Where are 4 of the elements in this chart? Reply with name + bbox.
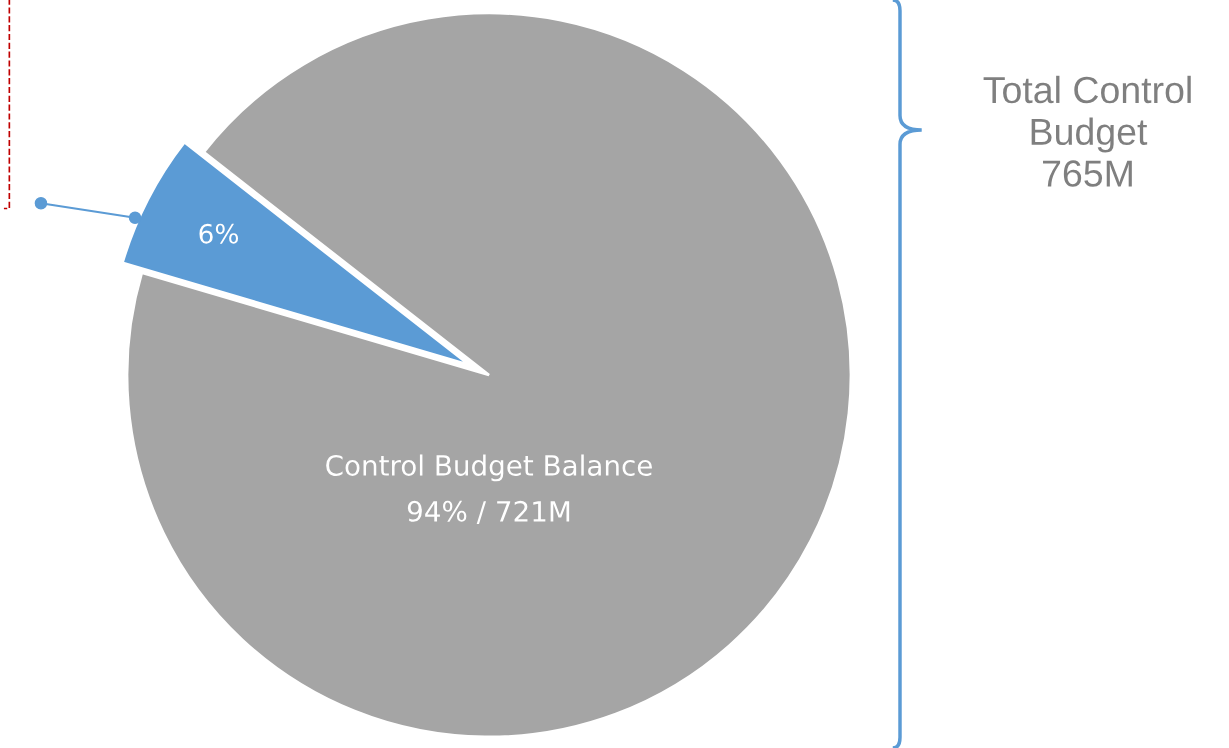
text: Total Control Budget 765M [983, 75, 1191, 187]
slice-label: Control Budget Balance [326, 454, 652, 482]
data-label: 6% [199, 223, 239, 244]
data-label: 94% / 721M [407, 500, 570, 525]
